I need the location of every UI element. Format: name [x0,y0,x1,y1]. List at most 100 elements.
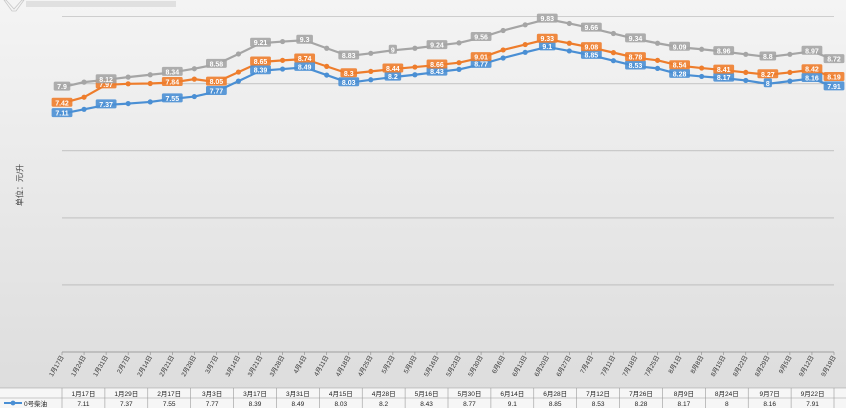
data-label-bg [161,66,183,76]
data-label-bg [580,22,602,32]
x-tick-label: 8月29日 [753,354,771,378]
series-point [456,60,462,66]
data-label-bg [250,37,271,47]
data-label: 7.11 [55,111,68,118]
data-label-bg [296,34,313,44]
x-tick-label: 8月1日 [667,354,684,375]
series-point [147,72,153,78]
series-point [147,99,153,105]
series-point [324,72,330,78]
legend-key-marker [10,400,16,406]
data-label-bg [95,99,117,109]
x-tick-label: 9月5日 [777,354,794,375]
series-point [787,78,793,84]
data-label: 8 [766,81,770,88]
data-label-bg [538,41,556,51]
series-point [235,69,242,75]
data-label-bg [426,66,448,76]
data-label: 7.91 [827,84,841,91]
data-label-bg [250,56,271,66]
data-label-bg [470,32,492,42]
table-header-cell: 3月31日 [286,390,310,398]
data-label: 9.01 [474,55,488,62]
table-header-cell: 5月30日 [458,390,482,398]
series-point [368,50,374,56]
data-label-bg [250,65,271,75]
data-label-bg [161,76,183,86]
series-point [324,63,330,69]
data-label: 8.16 [805,75,819,82]
series-point [610,30,617,37]
table-header-cell: 4月28日 [372,390,396,398]
series-point [787,69,793,76]
series-point [412,72,418,78]
x-tick-label: 1月24日 [69,354,87,378]
series-point [500,27,506,34]
data-label: 8.53 [629,63,643,70]
data-label: 9.66 [585,25,599,32]
data-label-bg [53,81,71,91]
data-label-bg [801,72,823,82]
data-label: 8.27 [761,72,775,79]
data-label-bg [206,76,227,86]
x-tick-label: 3月7日 [203,354,220,375]
series-point [125,81,131,87]
x-tick-label: 1月17日 [47,354,65,378]
data-label-bg [294,61,316,71]
x-tick-label: 8月8日 [689,354,706,375]
data-label: 8.97 [805,48,819,55]
table-header-cell: 6月14日 [500,390,524,398]
series-point [279,57,286,63]
data-label: 9.24 [430,43,444,50]
series-point [456,40,462,46]
series-point [412,64,418,70]
data-label-bg [470,52,492,62]
series-point [191,66,197,72]
series-point [743,51,749,57]
data-label: 8.39 [254,68,268,75]
data-label: 9 [391,47,395,54]
series-point [522,41,528,48]
logo-bar-icon [26,1,176,7]
data-label: 8.96 [717,49,731,56]
series-point [235,51,242,57]
data-label-bg [823,71,845,81]
x-tick-label: 5月2日 [380,354,397,375]
table-value-cell: 7.11 [77,401,90,408]
logo-mark-icon [3,0,25,12]
table-value-cell: 8.16 [763,401,776,408]
series-point [743,77,749,84]
series-point [654,65,661,71]
table-value-cell: 8.85 [549,401,562,408]
x-tick-label: 2月21日 [158,354,176,378]
data-label: 8.42 [805,67,819,74]
series-point [191,93,197,100]
data-label: 8.17 [717,75,731,82]
series-point [368,77,374,83]
x-tick-label: 8月22日 [731,354,749,378]
x-tick-label: 1月31日 [91,354,109,378]
data-label: 8.3 [344,71,354,78]
series-point [699,65,705,71]
data-label-bg [823,81,845,91]
series-point [324,45,330,51]
table-value-cell: 8.39 [249,401,262,408]
data-label: 8.12 [99,77,113,84]
data-label-bg [340,68,358,78]
table-value-cell: 8.49 [292,401,305,408]
data-label: 8.49 [298,64,312,71]
data-label-bg [625,33,646,43]
series-line [61,38,835,105]
table-value-cell: 7.37 [120,401,133,408]
data-label-bg [801,45,823,55]
data-label: 9.33 [540,36,554,43]
data-label: 7.97 [99,82,113,89]
x-tick-label: 6月20日 [533,354,551,378]
data-label-bg [388,44,397,54]
x-tick-label: 5月23日 [444,354,462,378]
data-label-bg [338,50,360,60]
x-tick-label: 8月15日 [709,354,727,378]
data-label-bg [536,33,558,43]
x-tick-label: 7月18日 [621,354,639,378]
series-point [699,73,705,80]
